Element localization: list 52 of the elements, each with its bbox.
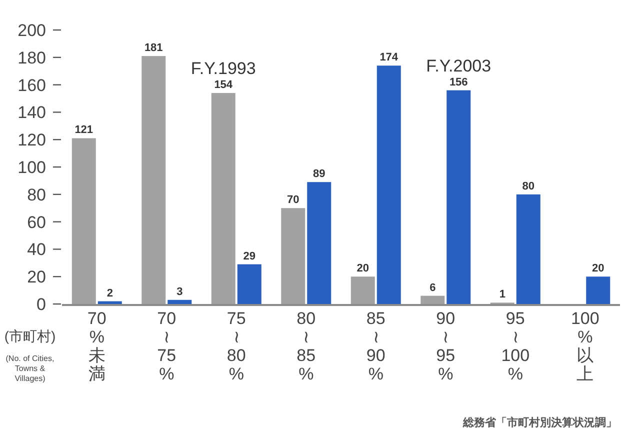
x-tick-label: 90 ≀ 95 % [436,309,456,384]
y-tick-label: 140 [18,103,46,122]
series-label: F.Y.2003 [426,56,492,76]
data-label: 3 [176,286,183,298]
x-tick-label: 75 ≀ 80 % [226,309,246,384]
y-tick-label: 100 [18,158,46,177]
bar [376,66,401,304]
bar [211,93,236,304]
data-label: 121 [74,124,94,136]
y-tick-label: 60 [27,212,46,232]
bar [281,208,306,304]
bar [516,194,540,304]
y-tick-label: 40 [27,240,46,260]
y-tick-label: 80 [27,185,46,204]
x-tick-label: 70 ≀ 75 % [157,309,176,384]
x-tick-label: 95 ≀ 100 % [501,309,530,384]
x-tick-label: 100 % 以上 [570,309,600,384]
y-tick-label: 120 [18,130,46,150]
x-tick-label: 80 ≀ 85 % [296,309,316,384]
bar [237,264,262,304]
data-label: 181 [144,42,163,54]
data-label: 80 [522,180,534,192]
series-label: F.Y.1993 [190,59,256,78]
data-label: 29 [243,250,256,262]
data-label: 20 [592,262,604,275]
x-tick-label: 85 ≀ 90 % [366,309,386,384]
data-label: 89 [313,168,326,180]
y-tick-label: 0 [36,295,46,314]
y-axis-title: (市町村) (No. of Cities, Towns & Villages) [4,328,56,383]
data-label: 2 [106,287,113,300]
x-tick-label: 70 % 未満 [87,309,106,384]
y-tick-label: 180 [18,48,46,68]
data-label: 174 [380,52,399,64]
bar [350,276,375,304]
bar [586,276,610,304]
data-label: 154 [214,79,234,92]
bar [446,90,471,304]
bar [420,296,445,304]
text: 総務省「市町村別決算状況調」 [462,416,617,429]
bar [307,182,332,304]
data-label: 156 [449,76,468,88]
data-label: 1 [499,288,506,301]
y-tick-label: 160 [18,76,46,95]
data-label: 70 [287,194,300,206]
data-label: 6 [430,282,436,294]
data-label: 20 [356,262,369,275]
bar [142,56,166,304]
y-tick-label: 20 [27,268,46,287]
bar [168,300,192,304]
bar [72,138,96,304]
bar [98,301,122,304]
y-tick-label: 200 [18,21,46,40]
